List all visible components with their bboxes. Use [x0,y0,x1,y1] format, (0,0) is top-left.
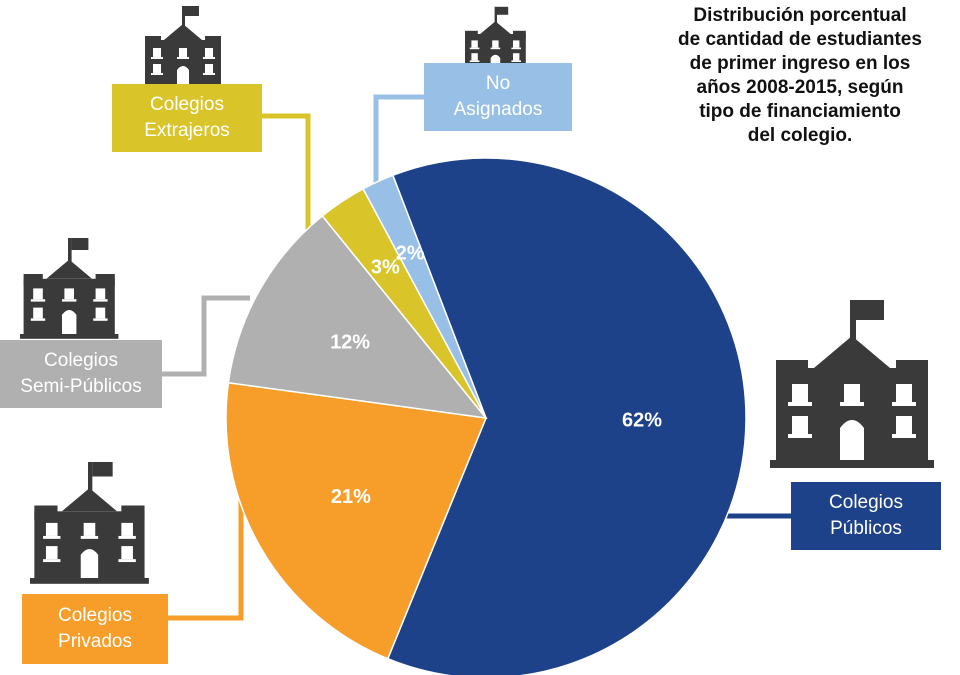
school-building-icon [770,300,934,468]
pie-value-label: 3% [371,256,400,278]
connector-lines [160,94,795,621]
pie-value-label: 2% [396,243,425,265]
pie-value-label: 21% [331,486,371,508]
label-no-asignados: No Asignados [424,63,572,131]
pie-slice-colegios-privados [225,381,488,660]
connector-privados [168,486,244,621]
connector-no-asignados [373,94,426,196]
school-building-icon [30,462,149,584]
pie-value-labels: 62% 21% 12% 3%2% [330,243,662,508]
label-semi-publicos: Colegios Semi-Públicos [0,340,162,408]
pie-slice-colegios-semi-p-blicos [227,214,488,420]
label-privados: Colegios Privados [22,594,168,664]
school-building-icon [20,238,119,339]
school-building-icon [142,6,224,90]
pie-slices [225,157,747,675]
connector-extranjeros [262,113,311,234]
pie-value-label: 12% [330,331,370,353]
chart-title: Distribución porcentual de cantidad de e… [678,5,922,146]
label-publicos: Colegios Públicos [791,482,941,550]
pie-slice-colegios-p-blicos [386,157,747,675]
pie-value-label: 62% [622,410,662,432]
connector-semi [160,295,250,377]
label-extranjeros: Colegios Extrajeros [112,84,262,152]
pie-slice-no-asignados [362,174,487,419]
